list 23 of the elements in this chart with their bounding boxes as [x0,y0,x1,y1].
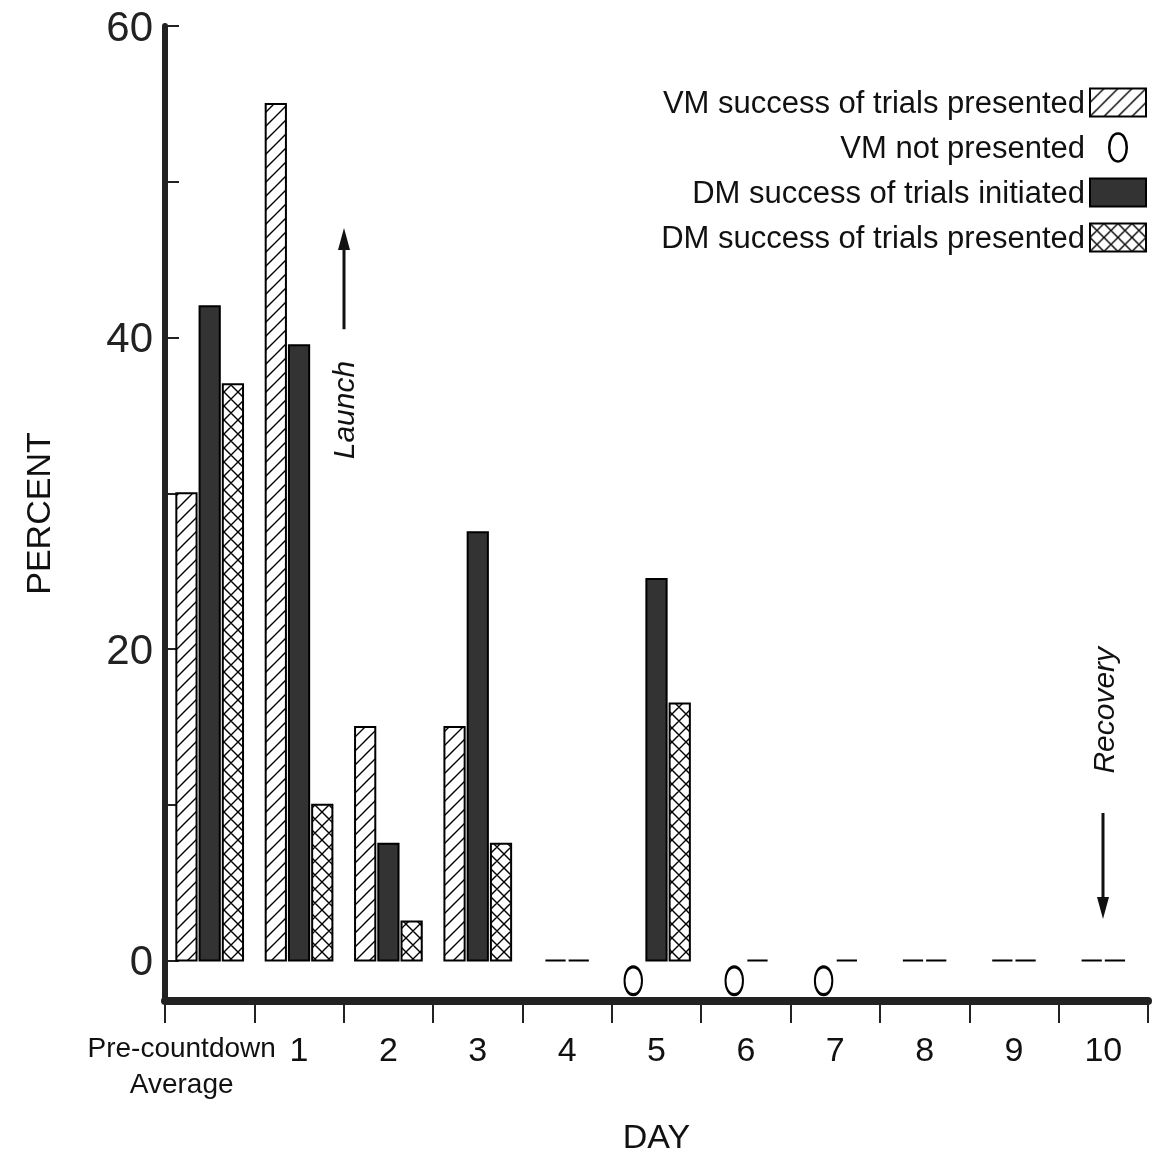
x-tick-label: 8 [915,1030,935,1068]
y-axis-title: PERCENT [19,432,57,595]
x-tick-label: 5 [647,1030,666,1068]
x-tick-label: 9 [1004,1030,1024,1068]
legend-label: VM success of trials presented [662,85,1085,120]
legend-label: VM not presented [840,130,1085,165]
x-axis-title: DAY [622,1117,691,1155]
x-tick-label: 3 [468,1030,488,1068]
x-tick-label: 1 [289,1030,309,1068]
legend-label: DM success of trials initiated [692,175,1085,210]
x-tick-label: 4 [557,1030,577,1068]
x-tick-label: 6 [736,1030,756,1068]
annotation: Recovery [1086,644,1120,774]
y-tick-label: 20 [106,625,153,673]
annotation: Launch [327,360,361,460]
y-tick-label: 60 [106,2,153,50]
legend-label: DM success of trials presented [661,220,1085,255]
x-tick-label: 10 [1084,1030,1123,1068]
y-tick-label: 0 [129,937,153,984]
y-tick-label: 40 [106,314,153,361]
x-tick-label: 2 [378,1030,398,1068]
x-tick-label: Pre-countdown Average [87,1031,276,1099]
x-tick-label: 7 [825,1030,845,1068]
